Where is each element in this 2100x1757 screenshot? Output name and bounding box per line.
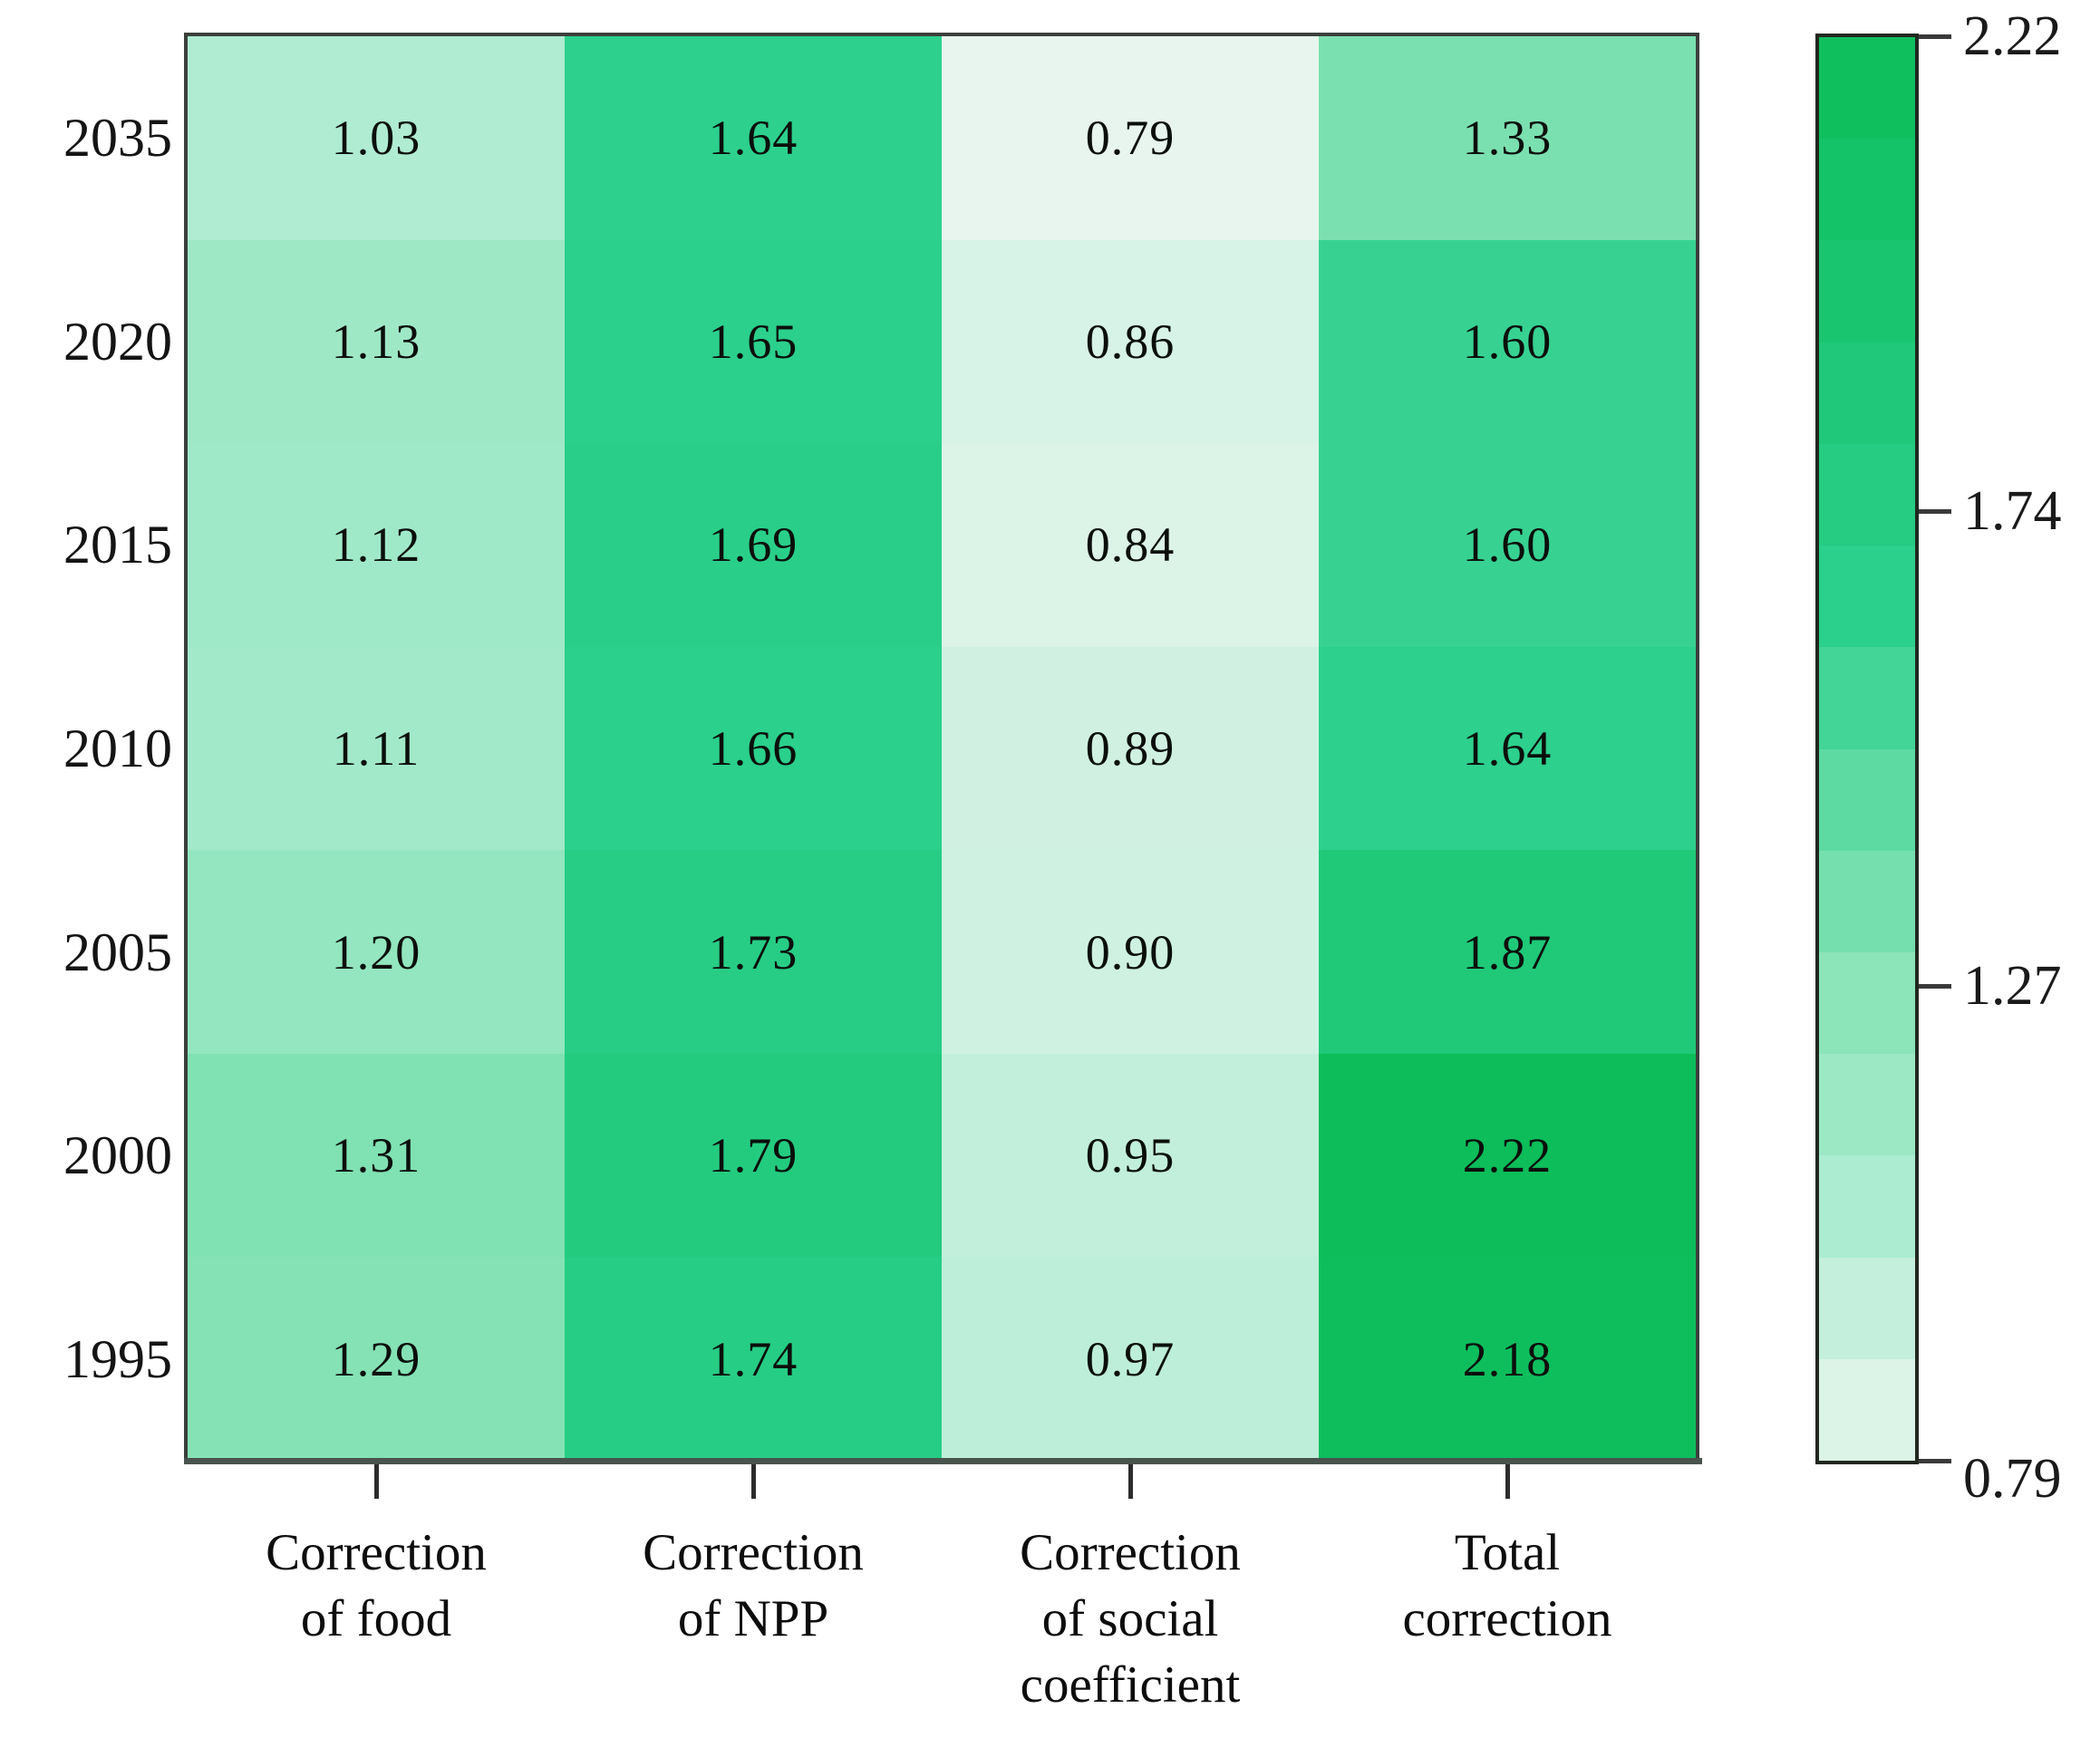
colorbar — [1815, 34, 1919, 1464]
colorbar-band — [1819, 1054, 1915, 1156]
heatmap-cell: 0.95 — [942, 1053, 1319, 1258]
cell-value-label: 0.79 — [1085, 111, 1176, 166]
cell-value-label: 1.12 — [331, 517, 421, 573]
x-axis-tick — [750, 1464, 756, 1499]
colorbar-band — [1819, 342, 1915, 444]
cell-value-label: 1.64 — [1462, 720, 1553, 776]
x-axis-label: Correction of NPP — [643, 1524, 864, 1647]
heatmap-cell: 1.20 — [188, 850, 565, 1054]
heatmap-cell: 1.64 — [1319, 646, 1696, 851]
colorbar-band — [1819, 240, 1915, 343]
colorbar-band — [1819, 1257, 1915, 1359]
cell-value-label: 1.73 — [708, 924, 798, 980]
y-axis-label: 1995 — [63, 1328, 172, 1389]
heatmap-cell: 1.60 — [1319, 443, 1696, 647]
colorbar-band — [1819, 1358, 1915, 1462]
colorbar-band — [1819, 951, 1915, 1055]
x-axis-label: Correction of social coefficient — [1020, 1524, 1241, 1714]
cell-value-label: 1.29 — [331, 1331, 421, 1386]
colorbar-tick-label: 0.79 — [1963, 1448, 2062, 1510]
cell-value-label: 2.18 — [1462, 1331, 1553, 1386]
cell-value-label: 2.22 — [1462, 1128, 1553, 1183]
cell-value-label: 1.03 — [331, 111, 421, 166]
x-axis-label: Correction of food — [266, 1524, 487, 1647]
colorbar-band — [1819, 647, 1915, 749]
heatmap-cell: 1.33 — [1319, 36, 1696, 240]
heatmap-grid: 1.03 1.64 0.79 1.33 1.13 1.65 0.86 1.60 1.12 1.69… — [188, 36, 1696, 1461]
heatmap-cell: 1.73 — [565, 850, 942, 1054]
heatmap-cell: 0.90 — [942, 850, 1319, 1054]
cell-value-label: 1.65 — [708, 314, 798, 369]
cell-value-label: 1.33 — [1462, 111, 1553, 166]
colorbar-band — [1819, 443, 1915, 546]
heatmap-cell: 1.03 — [188, 36, 565, 240]
y-axis-label: 2015 — [63, 515, 172, 575]
heatmap-cell: 1.65 — [565, 239, 942, 444]
colorbar-band — [1819, 545, 1915, 648]
cell-value-label: 1.79 — [708, 1128, 798, 1183]
y-axis-label: 2035 — [63, 108, 172, 169]
heatmap-cell: 0.79 — [942, 36, 1319, 240]
cell-value-label: 1.31 — [331, 1128, 421, 1183]
colorbar-tick — [1919, 983, 1951, 989]
colorbar-band — [1819, 139, 1915, 241]
y-axis-label: 2005 — [63, 922, 172, 982]
heatmap-cell: 2.22 — [1319, 1053, 1696, 1258]
colorbar-tick — [1919, 1458, 1951, 1463]
cell-value-label: 0.95 — [1085, 1128, 1176, 1183]
heatmap-cell: 1.60 — [1319, 239, 1696, 444]
colorbar-tick-label: 1.74 — [1963, 480, 2062, 542]
colorbar-band — [1819, 850, 1915, 952]
colorbar-tick — [1919, 508, 1951, 514]
cell-value-label: 0.97 — [1085, 1331, 1176, 1386]
colorbar-tick — [1919, 34, 1951, 39]
colorbar-tick-label: 1.27 — [1963, 955, 2062, 1017]
heatmap-cell: 0.86 — [942, 239, 1319, 444]
y-axis-label: 2000 — [63, 1125, 172, 1186]
cell-value-label: 0.86 — [1085, 314, 1176, 369]
heatmap-cell: 2.18 — [1319, 1257, 1696, 1461]
cell-value-label: 1.11 — [332, 720, 421, 776]
x-axis-tick — [373, 1464, 379, 1499]
cell-value-label: 1.74 — [708, 1331, 798, 1386]
cell-value-label: 1.87 — [1462, 924, 1553, 980]
cell-value-label: 0.84 — [1085, 517, 1176, 573]
heatmap-cell: 0.97 — [942, 1257, 1319, 1461]
heatmap-cell: 1.79 — [565, 1053, 942, 1258]
heatmap-cell: 1.74 — [565, 1257, 942, 1461]
cell-value-label: 1.64 — [708, 111, 798, 166]
x-axis-line — [184, 1458, 1702, 1464]
x-axis-label: Total correction — [1402, 1524, 1612, 1647]
cell-value-label: 1.20 — [331, 924, 421, 980]
x-axis-tick — [1505, 1464, 1510, 1499]
heatmap-cell: 1.69 — [565, 443, 942, 647]
cell-value-label: 1.13 — [331, 314, 421, 369]
heatmap-cell: 1.13 — [188, 239, 565, 444]
heatmap-cell: 1.11 — [188, 646, 565, 851]
cell-value-label: 1.69 — [708, 517, 798, 573]
colorbar-band — [1819, 1155, 1915, 1258]
heatmap-cell: 0.84 — [942, 443, 1319, 647]
colorbar-band — [1819, 37, 1915, 140]
heatmap-cell: 1.66 — [565, 646, 942, 851]
heatmap-cell: 1.31 — [188, 1053, 565, 1258]
cell-value-label: 0.89 — [1085, 720, 1176, 776]
x-axis-tick — [1127, 1464, 1133, 1499]
colorbar-tick-label: 2.22 — [1963, 5, 2062, 67]
cell-value-label: 0.90 — [1085, 924, 1176, 980]
heatmap-cell: 1.29 — [188, 1257, 565, 1461]
y-axis-label: 2010 — [63, 719, 172, 778]
y-axis-label: 2020 — [63, 311, 172, 372]
plot-area: 1.03 1.64 0.79 1.33 1.13 1.65 0.86 1.60 1.12 1.69… — [184, 33, 1699, 1464]
colorbar-band — [1819, 748, 1915, 851]
cell-value-label: 1.66 — [708, 720, 798, 776]
heatmap-cell: 1.87 — [1319, 850, 1696, 1054]
heatmap-cell: 1.12 — [188, 443, 565, 647]
heatmap-cell: 1.64 — [565, 36, 942, 240]
cell-value-label: 1.60 — [1462, 314, 1553, 369]
heatmap-cell: 0.89 — [942, 646, 1319, 851]
cell-value-label: 1.60 — [1462, 517, 1553, 573]
